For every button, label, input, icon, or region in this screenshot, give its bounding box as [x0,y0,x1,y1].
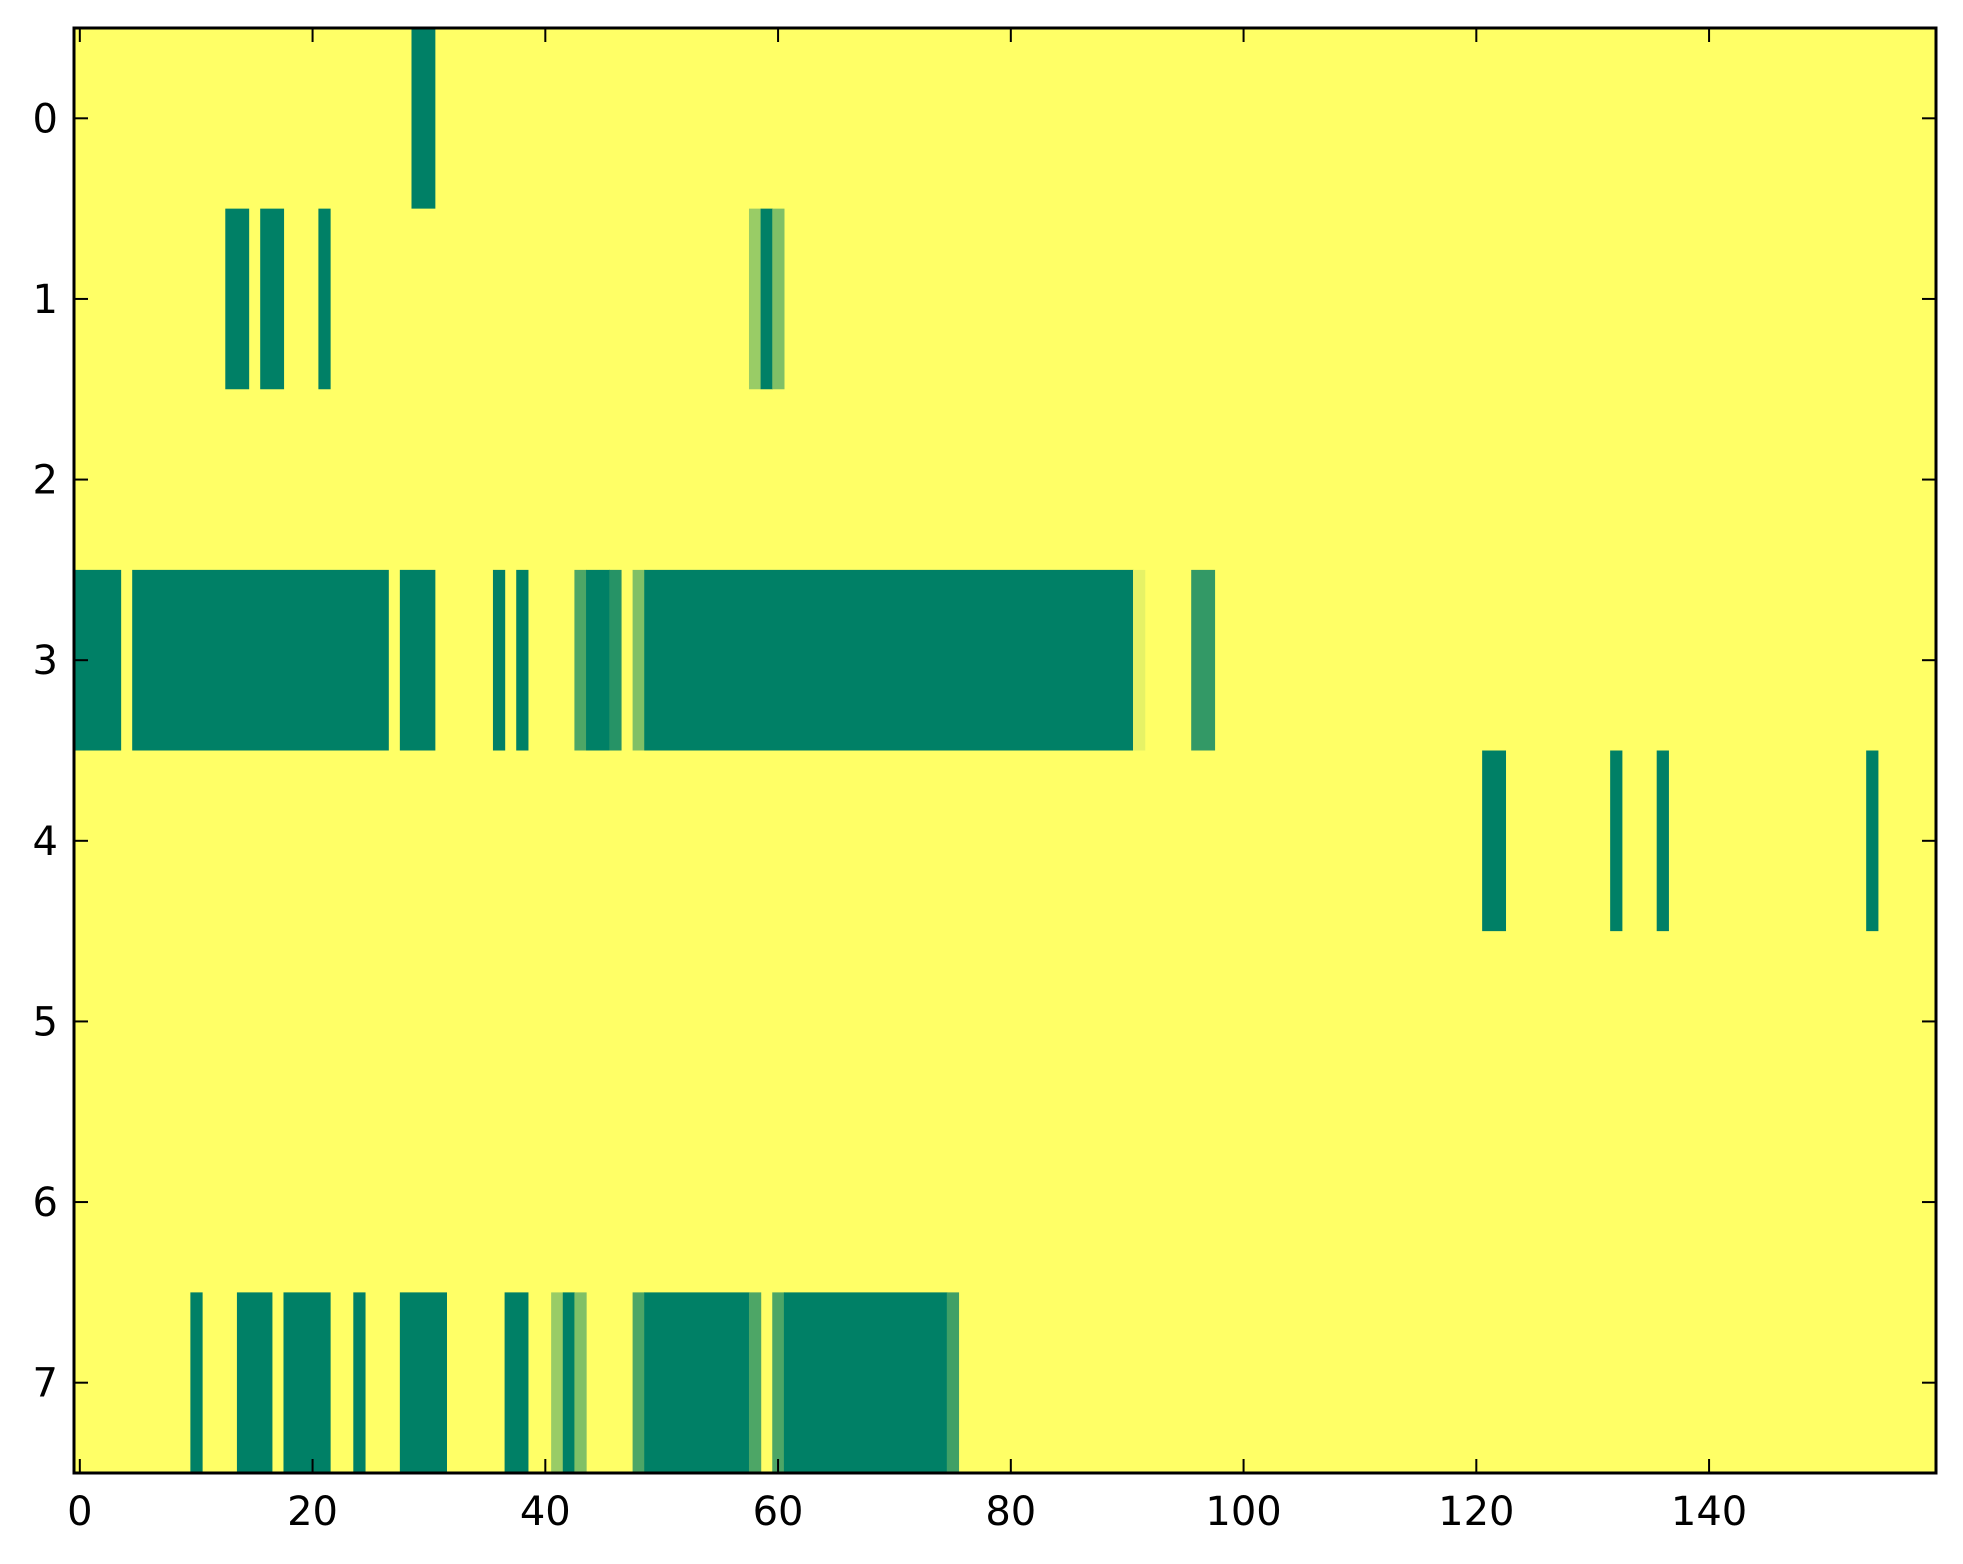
heatmap-cell [586,569,610,751]
heatmap-cell [353,1292,366,1474]
heatmap-cell [1610,750,1623,932]
heatmap-cell [492,569,506,751]
heatmap-cell [399,1292,447,1474]
y-tick-label: 4 [33,819,58,865]
heatmap-cell [1191,569,1216,751]
heatmap-cell [1133,569,1146,751]
y-tick-label: 2 [33,458,58,504]
x-tick-label: 100 [1205,1489,1281,1535]
x-tick-label: 40 [520,1489,571,1535]
heatmap-cell [772,208,785,390]
heatmap-cell [574,569,587,751]
y-tick-label: 7 [33,1361,58,1407]
heatmap-cell [1866,750,1879,932]
heatmap-cell [411,28,436,209]
y-tick-label: 6 [33,1180,58,1226]
heatmap-cell [632,569,645,751]
heatmap-cell [632,1292,645,1474]
heatmap-cell [283,1292,331,1474]
axis-ticks [74,28,1936,1473]
heatmap-cell [783,1292,948,1474]
heatmap-cell [562,1292,576,1474]
heatmap-cell [609,569,622,751]
heatmap-cell [551,1292,564,1474]
heatmap-cell [399,569,436,751]
heatmap-cell [516,569,529,751]
heatmap-cell [236,1292,273,1474]
x-tick-label: 20 [287,1489,338,1535]
heatmap-cell [318,208,331,390]
heatmap-cell [574,1292,587,1474]
heatmap-cell [190,1292,203,1474]
heatmap-cell [1656,750,1669,932]
x-tick-label: 140 [1671,1489,1747,1535]
heatmap-cell [1482,750,1507,932]
heatmap-cell [760,208,773,390]
y-tick-label: 3 [33,638,58,684]
heatmap-cell [644,1292,750,1474]
heatmap-cell [225,208,250,390]
heatmap-cell [772,1292,785,1474]
x-tick-label: 120 [1438,1489,1514,1535]
y-tick-label: 0 [33,96,58,142]
heatmap-cell [946,1292,960,1474]
y-tick-label: 1 [33,277,58,323]
y-axis-tick-labels: 0 1 2 3 4 5 6 7 [33,96,58,1406]
heatmap-cells [74,28,1879,1474]
x-tick-label: 0 [67,1489,92,1535]
heatmap-cell [644,569,1134,751]
heatmap-cell [748,1292,762,1474]
x-tick-label: 80 [985,1489,1036,1535]
heatmap-cell [748,208,762,390]
y-tick-label: 5 [33,999,58,1045]
x-axis-tick-labels: 0 20 40 60 80 100 120 140 [67,1489,1747,1535]
x-tick-label: 60 [753,1489,804,1535]
plot-frame [72,26,1938,1475]
heatmap-cell [260,208,285,390]
heatmap-cell [504,1292,529,1474]
heatmap-cell [132,569,389,751]
